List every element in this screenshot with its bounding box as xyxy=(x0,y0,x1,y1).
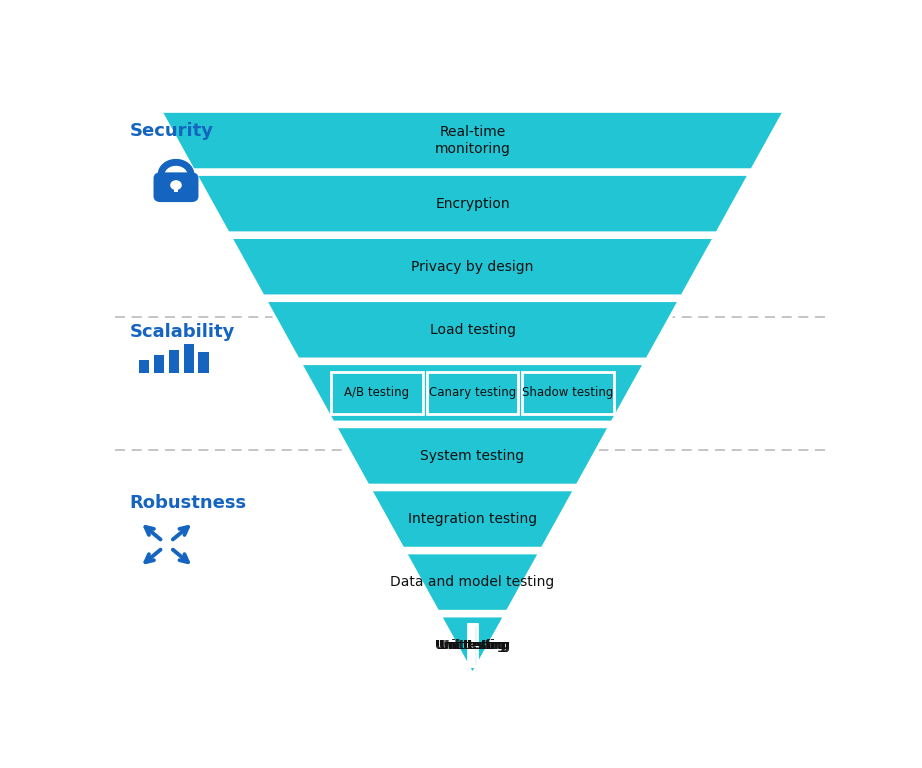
Text: Unit testing: Unit testing xyxy=(441,639,510,652)
Text: Encryption: Encryption xyxy=(435,197,510,210)
Circle shape xyxy=(171,181,181,190)
FancyBboxPatch shape xyxy=(471,624,475,667)
Text: Integration testing: Integration testing xyxy=(408,512,538,526)
Text: Scalability: Scalability xyxy=(129,323,235,341)
Polygon shape xyxy=(160,111,785,170)
FancyBboxPatch shape xyxy=(470,624,474,667)
Polygon shape xyxy=(266,300,680,359)
Polygon shape xyxy=(195,174,750,233)
Text: Load testing: Load testing xyxy=(430,323,515,337)
FancyBboxPatch shape xyxy=(468,624,471,667)
FancyBboxPatch shape xyxy=(154,172,198,202)
Text: Robustness: Robustness xyxy=(129,494,247,512)
Text: Shadow testing: Shadow testing xyxy=(522,386,614,399)
Text: Unit testing: Unit testing xyxy=(436,639,505,652)
Bar xyxy=(198,353,208,373)
Text: Canary testing: Canary testing xyxy=(429,386,516,399)
FancyBboxPatch shape xyxy=(469,624,472,667)
Bar xyxy=(183,344,194,373)
Text: A/B testing: A/B testing xyxy=(345,386,409,399)
FancyBboxPatch shape xyxy=(332,372,422,414)
FancyBboxPatch shape xyxy=(427,372,518,414)
Text: Privacy by design: Privacy by design xyxy=(411,260,534,273)
Text: Unit testing: Unit testing xyxy=(437,639,506,652)
FancyBboxPatch shape xyxy=(474,624,477,667)
Text: Unit testing: Unit testing xyxy=(440,639,509,652)
Text: Unit testing: Unit testing xyxy=(435,639,504,652)
Bar xyxy=(139,360,149,373)
Text: Security: Security xyxy=(129,121,214,140)
FancyBboxPatch shape xyxy=(173,186,178,192)
Text: Unit testing: Unit testing xyxy=(439,639,508,652)
Bar xyxy=(169,350,179,373)
Text: Real-time
monitoring: Real-time monitoring xyxy=(434,125,511,156)
Polygon shape xyxy=(405,553,540,611)
Polygon shape xyxy=(335,426,610,485)
Text: Data and model testing: Data and model testing xyxy=(390,575,555,589)
Polygon shape xyxy=(440,616,505,674)
Polygon shape xyxy=(301,363,644,422)
FancyBboxPatch shape xyxy=(523,372,613,414)
Polygon shape xyxy=(230,237,715,296)
Polygon shape xyxy=(370,489,575,548)
Bar xyxy=(154,355,164,373)
FancyBboxPatch shape xyxy=(473,624,476,667)
Text: System testing: System testing xyxy=(420,449,525,463)
